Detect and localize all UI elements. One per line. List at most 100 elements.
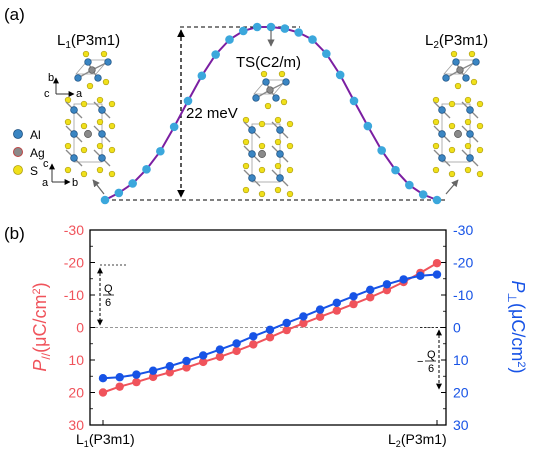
p-perp-point-14 bbox=[332, 298, 341, 307]
right-side-s-0-2 bbox=[464, 96, 472, 104]
ts-side-s-0-2 bbox=[274, 116, 282, 124]
left-side-s-0-1 bbox=[80, 100, 88, 108]
energy-point-23 bbox=[418, 190, 428, 199]
left-axis-title: P//(μC/cm2) bbox=[30, 282, 53, 371]
left-structure-pointer bbox=[92, 179, 105, 195]
right-side-s-3-1 bbox=[448, 170, 456, 178]
energy-point-14 bbox=[294, 28, 303, 37]
energy-point-21 bbox=[391, 165, 400, 175]
p-perp-point-12 bbox=[299, 312, 308, 321]
energy-point-11 bbox=[252, 22, 262, 32]
panel-b-ticks: 30 20 10 0 -10 -20 -30 -30 -20 -10 0 10 20 30 bbox=[64, 222, 474, 433]
right-side-s-2-0 bbox=[432, 142, 440, 150]
right-side-s-2-1 bbox=[448, 146, 456, 154]
right-side-s-0-0 bbox=[432, 96, 440, 104]
energy-point-3 bbox=[142, 165, 151, 174]
p-parallel-point-9 bbox=[249, 340, 258, 349]
right-top-s2 bbox=[468, 50, 476, 58]
left-side-al-0-0 bbox=[70, 106, 78, 114]
ts-top-s bbox=[260, 70, 268, 78]
right-side-al-0-0 bbox=[438, 106, 446, 114]
ts-side-s-2-2 bbox=[274, 162, 282, 170]
top-axis-a: a bbox=[76, 88, 83, 100]
p-perp-point-13 bbox=[315, 305, 325, 314]
p-parallel-point-6 bbox=[199, 357, 208, 367]
right-top-al-1 bbox=[462, 74, 470, 82]
energy-point-6 bbox=[183, 96, 193, 106]
left-tick-label: 30 bbox=[68, 417, 84, 433]
ts-side-s-3-3 bbox=[286, 190, 294, 198]
ts-top-al-3 bbox=[282, 78, 290, 86]
panel-b-label: (b) bbox=[4, 224, 25, 243]
right-side-ag bbox=[454, 130, 462, 138]
left-side-s-3-1 bbox=[80, 170, 88, 178]
right-side-al-1-1 bbox=[466, 130, 474, 138]
q-right-annotation: − Q 6 bbox=[417, 327, 442, 390]
crystal-structures bbox=[64, 50, 484, 198]
energy-point-9 bbox=[225, 35, 234, 44]
p-perp-point-7 bbox=[215, 345, 225, 354]
ts-top-s2 bbox=[278, 70, 286, 78]
energy-point-24 bbox=[432, 195, 442, 205]
p-perp-point-20 bbox=[432, 270, 442, 279]
right-side-s-1-1 bbox=[448, 122, 456, 130]
left-top-s bbox=[82, 50, 90, 58]
ts-side-s-2-0 bbox=[242, 162, 250, 170]
left-side-al-0-1 bbox=[98, 106, 106, 114]
left-top-al-3 bbox=[104, 58, 112, 66]
top-axis-c: c bbox=[44, 88, 50, 100]
right-tick-label: -30 bbox=[453, 222, 473, 238]
q-right-num: Q bbox=[427, 349, 436, 361]
left-side-s-2-0 bbox=[64, 142, 72, 150]
p-perp-point-18 bbox=[399, 275, 408, 284]
legend-ag-label: Ag bbox=[30, 146, 45, 160]
ts-side-s-0-3 bbox=[286, 120, 294, 128]
q-right-minus: − bbox=[417, 356, 423, 368]
p-perp-point-6 bbox=[199, 351, 208, 360]
left-tick-label: 0 bbox=[76, 320, 84, 336]
barrier-label: 22 meV bbox=[186, 105, 238, 122]
energy-point-13 bbox=[280, 24, 290, 33]
ts-top-al-0 bbox=[252, 94, 260, 102]
left-side-s-1-3 bbox=[108, 122, 116, 130]
p-parallel-point-3 bbox=[148, 372, 158, 382]
energy-curve-line bbox=[104, 26, 438, 201]
ts-side-s-1-1 bbox=[258, 142, 266, 150]
left-side-s-1-2 bbox=[96, 118, 104, 126]
left-side-al-1-1 bbox=[98, 130, 106, 138]
energy-point-7 bbox=[197, 71, 207, 81]
ts-side-al-1-1 bbox=[276, 150, 284, 158]
ts-side-s-1-2 bbox=[274, 138, 282, 146]
left-side-s-1-1 bbox=[80, 122, 88, 130]
atom-legend: Al Ag S bbox=[13, 128, 45, 178]
p-perp-point-10 bbox=[265, 325, 275, 334]
right-side-s-1-2 bbox=[464, 118, 472, 126]
right-structure-pointer bbox=[445, 179, 459, 195]
q-left-annotation: Q 6 bbox=[97, 264, 128, 326]
ts-state-label: TS(C2/m) bbox=[236, 54, 301, 71]
right-top-al-0 bbox=[442, 74, 450, 82]
p-perp-point-16 bbox=[366, 285, 375, 294]
p-perp-point-1 bbox=[115, 373, 124, 382]
p-parallel-point-15 bbox=[349, 299, 358, 309]
p-perp-point-4 bbox=[165, 361, 174, 371]
ts-side-al-0-0 bbox=[248, 126, 256, 134]
energy-point-17 bbox=[335, 70, 345, 80]
right-top-s bbox=[450, 50, 458, 58]
energy-point-12 bbox=[266, 22, 276, 32]
ts-side-s-1-0 bbox=[242, 138, 250, 146]
energy-point-20 bbox=[377, 146, 386, 155]
energy-point-5 bbox=[169, 122, 179, 132]
ts-side-al-2-1 bbox=[276, 174, 284, 182]
panel-a: (a) 22 meV L1(P3m1) TS(C2/m) L2(P3m1) Al… bbox=[4, 5, 488, 205]
legend-s-label: S bbox=[30, 164, 38, 178]
left-tick-label: 20 bbox=[68, 385, 84, 401]
ts-side-al-2-0 bbox=[248, 174, 256, 182]
right-side-s-2-2 bbox=[464, 142, 472, 150]
energy-point-1 bbox=[114, 188, 124, 198]
right-side-al-2-0 bbox=[438, 154, 446, 162]
right-side-s-2-3 bbox=[476, 146, 484, 154]
side-axis-b: b bbox=[72, 177, 78, 189]
panel-b: (b) Q 6 − Q 6 30 20 10 0 -10 -20 -30 -30 -20 -10 0… bbox=[4, 222, 528, 449]
p-parallel-point-2 bbox=[132, 377, 141, 387]
